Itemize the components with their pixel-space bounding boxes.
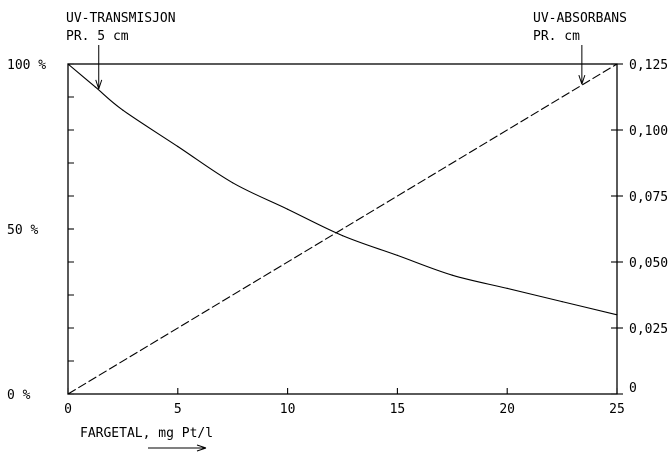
y-right-tick-label: 0,050 [629, 256, 668, 271]
series-1-point [232, 182, 234, 184]
x-tick-label: 15 [390, 402, 406, 417]
y-right-tick-label: 0,125 [629, 58, 668, 73]
series-1-point [177, 145, 179, 148]
series-2-point [616, 63, 618, 65]
series-2-label-line2: PR. cm [533, 29, 580, 44]
x-tick-label: 0 [64, 402, 72, 417]
series-1-point [561, 301, 563, 303]
series-1-callout-arrowhead [95, 79, 103, 90]
y-right-tick-label: 0,025 [629, 322, 668, 337]
series-1-point [67, 63, 69, 65]
series-line-1 [67, 63, 618, 316]
x-tick-label: 25 [609, 402, 625, 417]
series-1-point [94, 86, 97, 88]
series-1-point [616, 314, 618, 316]
series-1-point [506, 287, 508, 289]
series-1-point [451, 274, 453, 276]
y-left-tick-label: 0 % [7, 388, 31, 403]
series-2-label-line1: UV-ABSORBANS [533, 11, 627, 26]
x-tick-label: 20 [499, 402, 515, 417]
series-line-2 [67, 63, 618, 395]
series-1-point [122, 109, 124, 111]
y-left-tick-label: 100 % [7, 58, 46, 73]
series-1-label-line2: PR. 5 cm [66, 29, 129, 44]
x-axis-direction-arrowhead [196, 444, 207, 452]
series-1-point [396, 254, 398, 256]
y-right-tick-label: 0 [629, 381, 637, 396]
y-right-tick-label: 0,075 [629, 190, 668, 205]
series-1-point [341, 235, 344, 237]
x-tick-label: 10 [280, 402, 296, 417]
series-1-label-line1: UV-TRANSMISJON [66, 11, 176, 26]
x-tick-label: 5 [174, 402, 182, 417]
series-2-callout-arrowhead [578, 74, 586, 85]
chart-labels: 0 5 10 15 20 25 0 % 50 % 100 % 0 0,025 0,050 0,075 0,… [7, 11, 668, 441]
series-1-point [287, 208, 289, 210]
chart-marks [67, 45, 618, 395]
x-axis-title: FARGETAL, mg Pt/l [80, 426, 213, 441]
y-left-tick-label: 50 % [7, 223, 38, 238]
y-right-tick-label: 0,100 [629, 124, 668, 139]
series-2-point [67, 393, 69, 395]
plot-frame [67, 63, 623, 452]
